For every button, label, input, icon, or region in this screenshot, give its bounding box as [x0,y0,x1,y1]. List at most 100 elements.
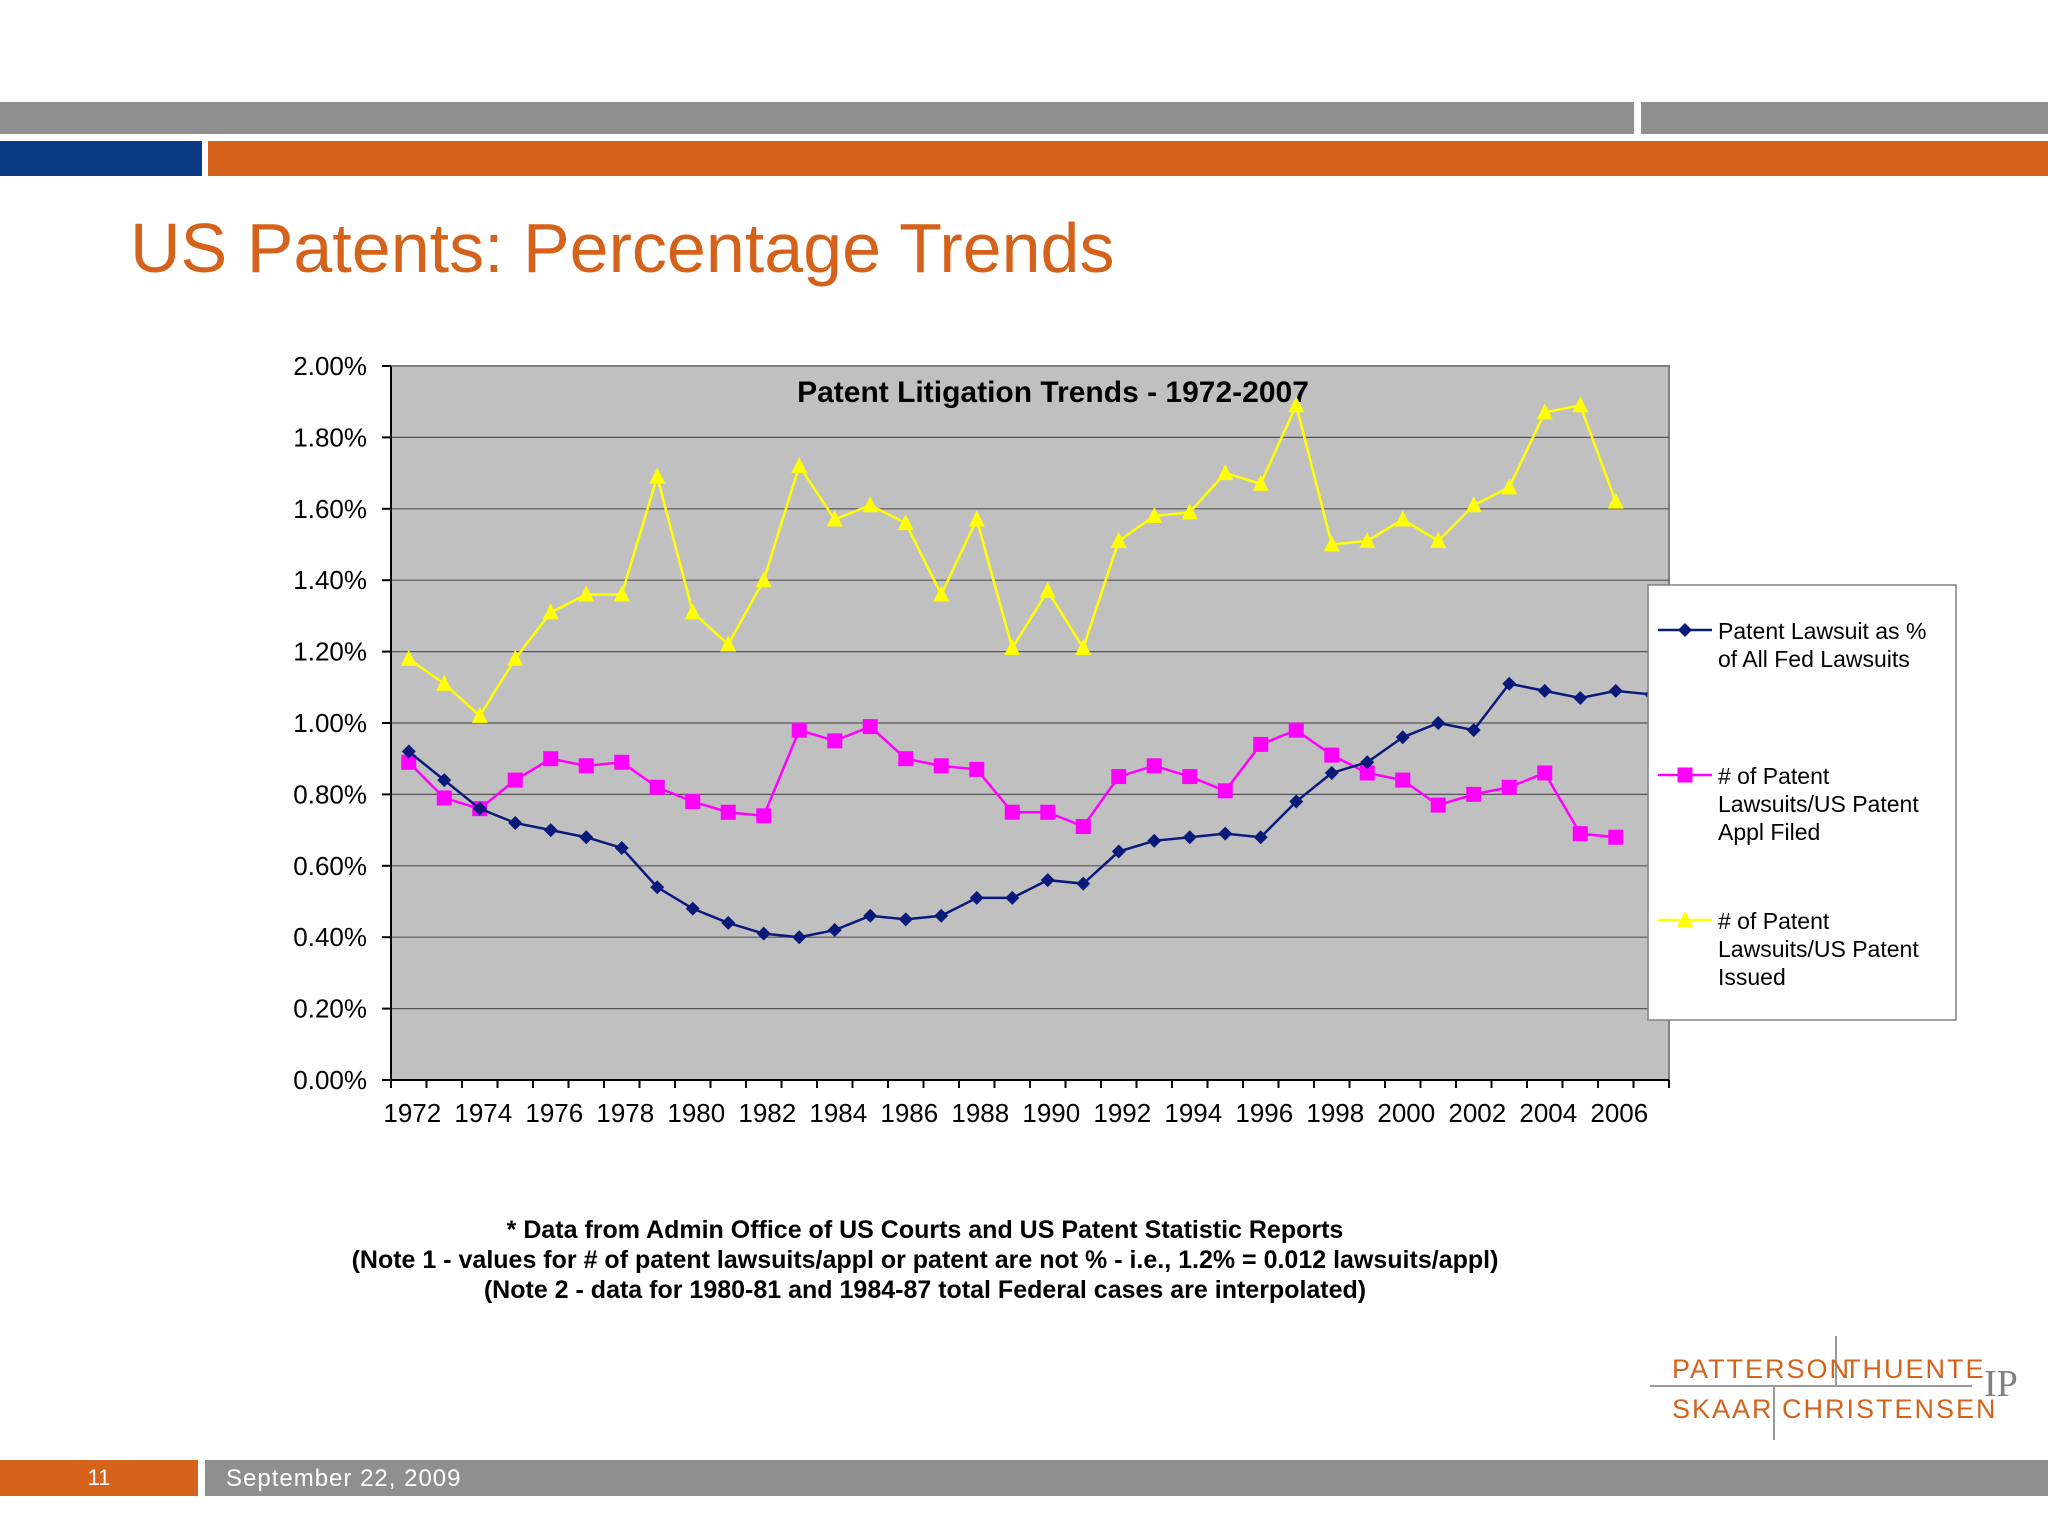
header-navy-bar [0,141,202,176]
y-tick-label: 1.40% [293,565,367,595]
data-point [862,719,878,735]
data-point [1501,478,1518,495]
x-tick-label: 1976 [525,1098,583,1128]
data-point [614,840,629,855]
data-point [898,912,913,927]
data-point [898,751,914,767]
data-point [792,930,807,945]
logo-word-patterson: PATTERSON [1672,1354,1852,1384]
data-point [1324,747,1340,763]
data-point [1288,722,1304,738]
data-point [1075,639,1092,656]
legend-marker [1678,623,1692,637]
header-orange-bar [208,141,2048,176]
footnote-note-2: (Note 2 - data for 1980-81 and 1984-87 t… [483,1276,1367,1304]
data-point [934,908,949,923]
legend-label: # of Patent [1718,908,1830,934]
x-axis-ticks: 1972 1974 1976 1978 1980 1982 1984 1986 1988 1990… [383,1080,1670,1128]
x-tick-label: 1992 [1093,1098,1151,1128]
y-tick-label: 2.00% [293,351,367,381]
data-point [1324,765,1339,780]
data-point [1466,723,1481,738]
data-point [969,890,984,905]
data-point [1217,464,1234,481]
data-point [578,585,595,602]
legend-label: # of Patent [1718,763,1830,789]
data-point [1253,736,1269,752]
data-point [1572,396,1589,413]
legend-marker [1677,911,1693,927]
data-point [1573,691,1588,706]
data-point [1466,786,1482,802]
footer-orange-bar [0,1460,198,1496]
data-point [1394,510,1411,527]
data-point [578,758,594,774]
data-point [543,751,559,767]
series-triangle [400,396,1624,723]
x-tick-label: 1978 [596,1098,654,1128]
data-point [1502,676,1517,691]
data-point [933,758,949,774]
data-point [1607,492,1624,509]
data-point [1537,765,1553,781]
data-point [1146,506,1163,523]
legend-marker [1677,767,1693,783]
data-point [1359,765,1375,781]
x-tick-label: 1972 [383,1098,441,1128]
footer-gray-bar [205,1460,2048,1496]
data-point [862,496,879,513]
data-point [1395,772,1411,788]
data-point [1040,873,1055,888]
data-point [1608,683,1623,698]
x-tick-label: 1988 [951,1098,1009,1128]
data-point [685,794,701,810]
data-point [826,510,843,527]
data-point [863,908,878,923]
y-axis-ticks: 0.00% 0.20% 0.40% 0.60% 0.80% 1.00% 1.20% 1.40%… [293,351,391,1095]
data-point [720,804,736,820]
series-line [407,682,1652,939]
data-point [437,773,452,788]
data-point [1111,769,1127,785]
data-point [613,585,630,602]
series-diamond [401,676,1659,945]
legend-label: Lawsuits/US Patent [1718,791,1919,817]
data-point [1040,804,1056,820]
gridlines [391,436,1669,1010]
data-point [472,801,487,816]
data-point [1465,496,1482,513]
x-tick-label: 1982 [738,1098,796,1128]
data-point [1182,830,1197,845]
legend-label: Patent Lawsuit as % [1718,618,1926,644]
data-point [1110,531,1127,548]
data-point [1076,876,1091,891]
data-point [649,779,665,795]
x-tick-label: 1980 [667,1098,725,1128]
logo-word-christensen: CHRISTENSEN [1782,1394,1998,1424]
data-point [1501,779,1517,795]
header-gray-bar [0,102,1634,134]
data-point [1217,783,1233,799]
x-tick-label: 1994 [1164,1098,1222,1128]
y-tick-label: 1.00% [293,708,367,738]
data-point [507,649,524,666]
data-point [1146,758,1162,774]
legend-label: Appl Filed [1718,819,1820,845]
data-point [1004,804,1020,820]
data-point [1182,769,1198,785]
y-tick-label: 0.20% [293,994,367,1024]
logo-horizontal-rule [1650,1385,1972,1387]
data-point [791,722,807,738]
data-point [1289,794,1304,809]
data-point [1431,716,1446,730]
data-point [755,571,772,588]
x-tick-label: 2004 [1519,1098,1577,1128]
data-point [507,772,523,788]
data-point [1181,503,1198,520]
legend-box [1647,584,1957,1021]
line-chart: 0.00% 0.20% 0.40% 0.60% 0.80% 1.00% 1.20% 1.40%… [293,351,1957,1128]
legend-entry: Patent Lawsuit as %of All Fed Lawsuits [1658,618,1926,672]
header-gray-bar-right [1641,102,2048,134]
data-point [1253,830,1268,845]
